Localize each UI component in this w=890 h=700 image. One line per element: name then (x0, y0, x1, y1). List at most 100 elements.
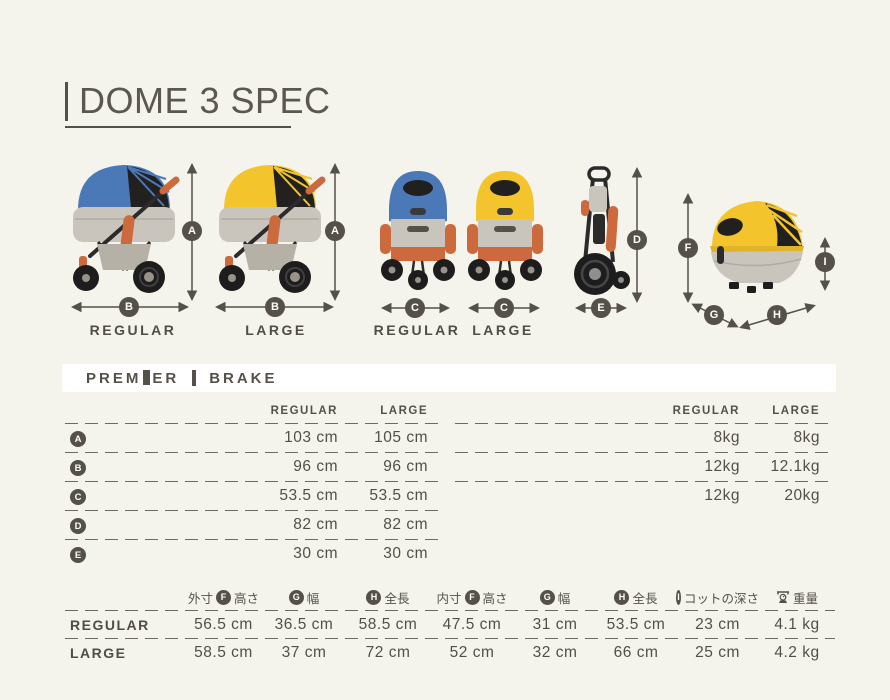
cell-large: 53.5 cm (369, 487, 428, 504)
stroller-front-regular-illustration (380, 171, 456, 290)
cell-large: 96 cm (383, 458, 428, 475)
column-header-large: LARGE (772, 405, 820, 417)
table-row: LARGE 58.5 cm 37 cm 72 cm 52 cm 32 cm 66… (65, 639, 835, 666)
dashed-divider (65, 610, 835, 611)
row-label-regular: REGULAR (70, 616, 150, 633)
table-row: 12kg 12.1kg (455, 453, 835, 481)
table-row: C 53.5 cm 53.5 cm (65, 482, 445, 510)
cell-large: 20kg (784, 487, 820, 504)
dashed-divider (65, 638, 835, 639)
carry-cot-illustration (710, 201, 804, 293)
row-key-badge: D (70, 518, 86, 535)
title-accent-bar (65, 82, 68, 121)
dim-badge-f: F (464, 589, 480, 605)
dashed-divider (455, 481, 835, 482)
dashed-divider (65, 452, 445, 453)
header-outer-height: 外寸 F 高さ (187, 589, 260, 606)
cell: 32 cm (532, 643, 578, 661)
stroller-side-large-illustration (219, 165, 326, 293)
cell: 4.1 kg (774, 615, 820, 633)
dashed-divider (65, 539, 445, 540)
dim-badge-h: H (767, 305, 787, 325)
block-i-glyph: I (143, 369, 151, 385)
dim-badge-a: A (182, 221, 202, 241)
cell-large: 8kg (793, 429, 820, 446)
column-header-large: LARGE (380, 405, 428, 417)
cell: 4.2 kg (774, 643, 820, 661)
dim-badge-c: C (405, 298, 425, 318)
cell: 37 cm (281, 643, 327, 661)
dim-badge-i: I (815, 252, 835, 272)
dashed-divider (65, 510, 445, 511)
dashed-divider (65, 423, 445, 424)
dim-badge-b: B (265, 297, 285, 317)
scale-icon (776, 591, 789, 603)
dim-badge-h: H (366, 589, 382, 605)
row-key-badge: A (70, 431, 86, 448)
band-separator: | (192, 369, 197, 386)
detail-table-header: 外寸 F 高さ G 幅 H 全長 内寸 F 高さ G 幅 H (65, 584, 835, 610)
dim-badge-a: A (325, 221, 345, 241)
cell-large: 30 cm (383, 545, 428, 562)
cell-regular: 12kg (704, 458, 740, 475)
cell-large: 82 cm (383, 516, 428, 533)
cell: 58.5 cm (194, 643, 253, 661)
figure-label-regular: REGULAR (89, 322, 177, 338)
cell-regular: 12kg (704, 487, 740, 504)
cell: 47.5 cm (442, 615, 502, 633)
cell-regular: 103 cm (284, 429, 338, 446)
figure-label-regular: REGULAR (373, 322, 461, 338)
dim-badge-e: E (591, 298, 611, 318)
dashed-divider (65, 481, 445, 482)
page-title: DOME 3 SPEC (79, 80, 331, 121)
cell-regular: 30 cm (293, 545, 338, 562)
dim-badge-h: H (614, 589, 630, 605)
header-outer-length: H 全長 (346, 588, 430, 607)
detail-table: 外寸 F 高さ G 幅 H 全長 内寸 F 高さ G 幅 H (65, 584, 835, 666)
column-header-regular: REGULAR (270, 405, 338, 417)
table-row: 8kg 8kg (455, 424, 835, 452)
table-row: REGULAR 56.5 cm 36.5 cm 58.5 cm 47.5 cm … (65, 611, 835, 638)
cell: 66 cm (613, 643, 659, 661)
cell: 25 cm (695, 643, 740, 661)
cell: 56.5 cm (194, 615, 253, 633)
cell-regular: 53.5 cm (279, 487, 338, 504)
header-outer-width: G 幅 (262, 588, 346, 607)
stroller-folded-illustration (574, 166, 630, 295)
dim-badge-g: G (539, 589, 555, 605)
row-key-badge: B (70, 460, 86, 477)
dim-badge-f: F (678, 238, 698, 258)
table-row: 12kg 20kg (455, 482, 835, 510)
cell-large: 105 cm (374, 429, 428, 446)
row-key-badge: C (70, 489, 86, 506)
stroller-side-regular-illustration (73, 165, 180, 293)
row-label-large: LARGE (70, 644, 127, 661)
cell: 31 cm (532, 615, 578, 633)
figure-label-large: LARGE (245, 322, 307, 338)
table-row: E 30 cm 30 cm (65, 540, 445, 568)
cell: 52 cm (449, 643, 495, 661)
row-key-badge: E (70, 547, 86, 564)
header-weight: 重量 (759, 588, 835, 607)
dashed-divider (455, 452, 835, 453)
cell-regular: 82 cm (293, 516, 338, 533)
cell: 36.5 cm (274, 615, 334, 633)
dim-badge-i: I (676, 589, 681, 605)
header-inner-width: G 幅 (514, 588, 596, 607)
cell: 58.5 cm (358, 615, 418, 633)
dim-badge-d: D (627, 230, 647, 250)
stroller-front-large-illustration (467, 171, 543, 290)
header-inner-length: H 全長 (596, 588, 676, 607)
figure-label-large: LARGE (472, 322, 534, 338)
table-row: B 96 cm 96 cm (65, 453, 445, 481)
header-cot-depth: I コットの深さ (676, 589, 759, 606)
cell: 53.5 cm (606, 615, 666, 633)
cell: 23 cm (695, 615, 740, 633)
cell-regular: 8kg (713, 429, 740, 446)
cell: 72 cm (365, 643, 411, 661)
dim-badge-g: G (288, 589, 304, 605)
dimensions-table-header: REGULAR LARGE (65, 399, 445, 423)
cell-large: 12.1kg (770, 458, 820, 475)
